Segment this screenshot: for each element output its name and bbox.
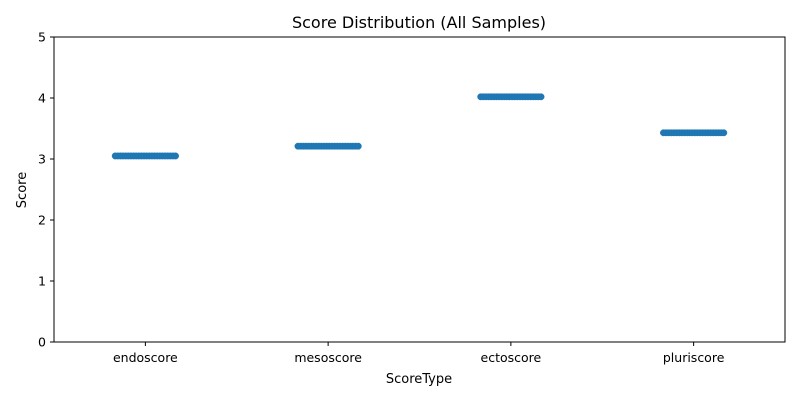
x-tick-label: ectoscore xyxy=(481,350,542,365)
plot-area xyxy=(111,93,728,160)
data-point xyxy=(354,142,362,150)
x-tick-label: endoscore xyxy=(113,350,178,365)
y-tick-label: 2 xyxy=(38,213,46,228)
data-point-group xyxy=(660,129,728,137)
y-tick-label: 4 xyxy=(38,91,46,106)
y-tick-label: 1 xyxy=(38,274,46,289)
y-tick-label: 3 xyxy=(38,152,46,167)
y-axis: 0 1 2 3 4 5 xyxy=(38,30,54,350)
y-axis-label: Score xyxy=(15,172,30,208)
data-point xyxy=(720,129,728,137)
x-axis: endoscore mesoscore ectoscore pluriscore xyxy=(113,342,725,365)
x-tick-label: mesoscore xyxy=(294,350,362,365)
plot-frame xyxy=(53,36,786,343)
chart-title: Score Distribution (All Samples) xyxy=(292,13,546,32)
data-point-group xyxy=(111,152,179,160)
y-tick-label: 5 xyxy=(38,30,46,45)
y-tick-label: 0 xyxy=(38,335,46,350)
data-point-group xyxy=(294,142,362,150)
data-point-group xyxy=(477,93,545,101)
data-point xyxy=(537,93,545,101)
data-point xyxy=(172,152,179,160)
x-axis-label: ScoreType xyxy=(386,372,452,387)
x-tick-label: pluriscore xyxy=(663,350,725,365)
